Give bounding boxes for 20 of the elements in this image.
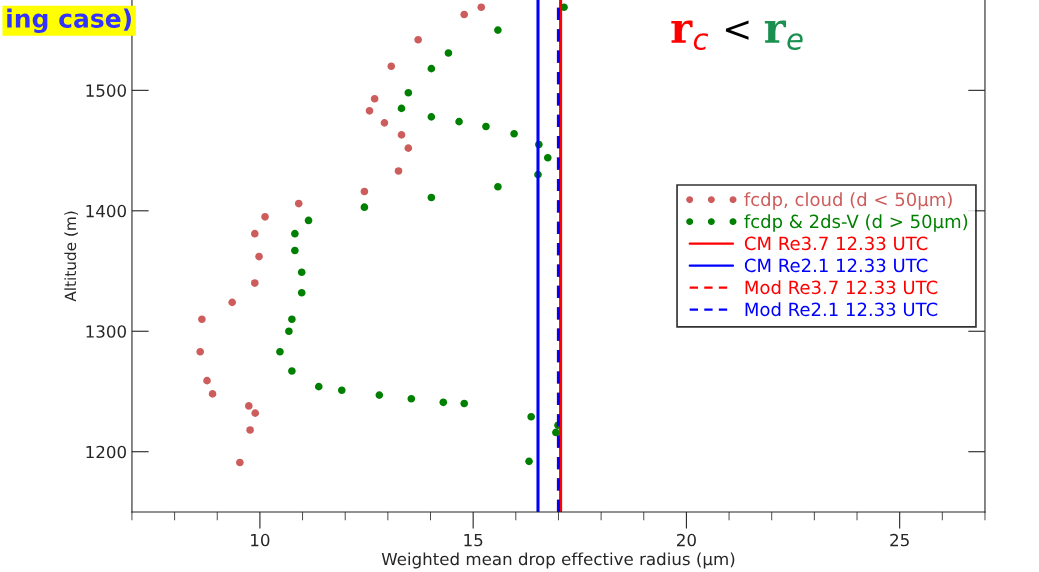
y-axis-title: Altitude (m) <box>64 211 78 302</box>
annotation: r$_{e}$ <box>764 20 803 50</box>
y-tick-label: 1300 <box>86 325 126 338</box>
y-tick-label: 1400 <box>86 204 126 218</box>
ref-line-label: CM Re2.1 12.33 UTC <box>744 258 928 273</box>
text: ing case) <box>7 8 131 33</box>
x-axis-title: Weighted mean drop effective radius (μm) <box>381 552 735 569</box>
annotation: r$_{c}$ <box>671 20 709 50</box>
x-tick-label: 25 <box>890 533 909 547</box>
ref-line-label: Mod Re2.1 12.33 UTC <box>745 302 938 317</box>
x-tick-label: 10 <box>251 533 270 547</box>
y-tick-label: 1200 <box>86 445 126 459</box>
legend-label: fcdp & 2ds-V (d > 50μm) <box>744 214 968 232</box>
ref-line-label: Mod Re3.7 12.33 UTC <box>745 280 938 295</box>
legend-label: fcdp, cloud (d < 50μm) <box>744 192 952 210</box>
y-tick-label: 1500 <box>86 84 126 97</box>
x-tick-label: 15 <box>464 533 483 547</box>
x-tick-label: 20 <box>677 533 696 547</box>
ref-line-label: CM Re3.7 12.33 UTC <box>744 236 928 251</box>
annotation: < <box>725 20 749 40</box>
